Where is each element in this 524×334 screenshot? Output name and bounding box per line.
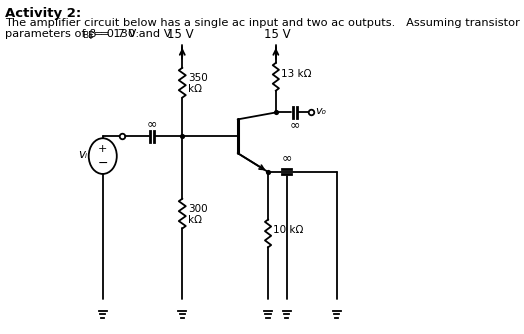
Text: 15 V: 15 V xyxy=(264,28,291,41)
Text: −: − xyxy=(97,157,108,170)
Text: parameters of β = 130 and V: parameters of β = 130 and V xyxy=(5,29,172,39)
Text: ∞: ∞ xyxy=(289,118,300,131)
Text: 13 kΩ: 13 kΩ xyxy=(280,69,311,79)
Text: 15 V: 15 V xyxy=(167,28,194,41)
Text: vᵢ: vᵢ xyxy=(78,148,87,161)
Text: ∞: ∞ xyxy=(281,152,292,165)
Text: ∞: ∞ xyxy=(147,117,157,130)
Text: The amplifier circuit below has a single ac input and two ac outputs.   Assuming: The amplifier circuit below has a single… xyxy=(5,18,520,28)
Text: 10 kΩ: 10 kΩ xyxy=(272,225,303,235)
Text: 350: 350 xyxy=(188,73,208,83)
Text: Activity 2:: Activity 2: xyxy=(5,7,82,20)
Text: +: + xyxy=(98,144,107,154)
Text: 300: 300 xyxy=(188,204,208,214)
Text: kΩ: kΩ xyxy=(188,214,202,224)
Text: vₒ: vₒ xyxy=(315,107,327,117)
Text: kΩ: kΩ xyxy=(188,84,202,94)
Text: BE: BE xyxy=(82,31,93,40)
Text: = 0.7 V:: = 0.7 V: xyxy=(90,29,139,39)
